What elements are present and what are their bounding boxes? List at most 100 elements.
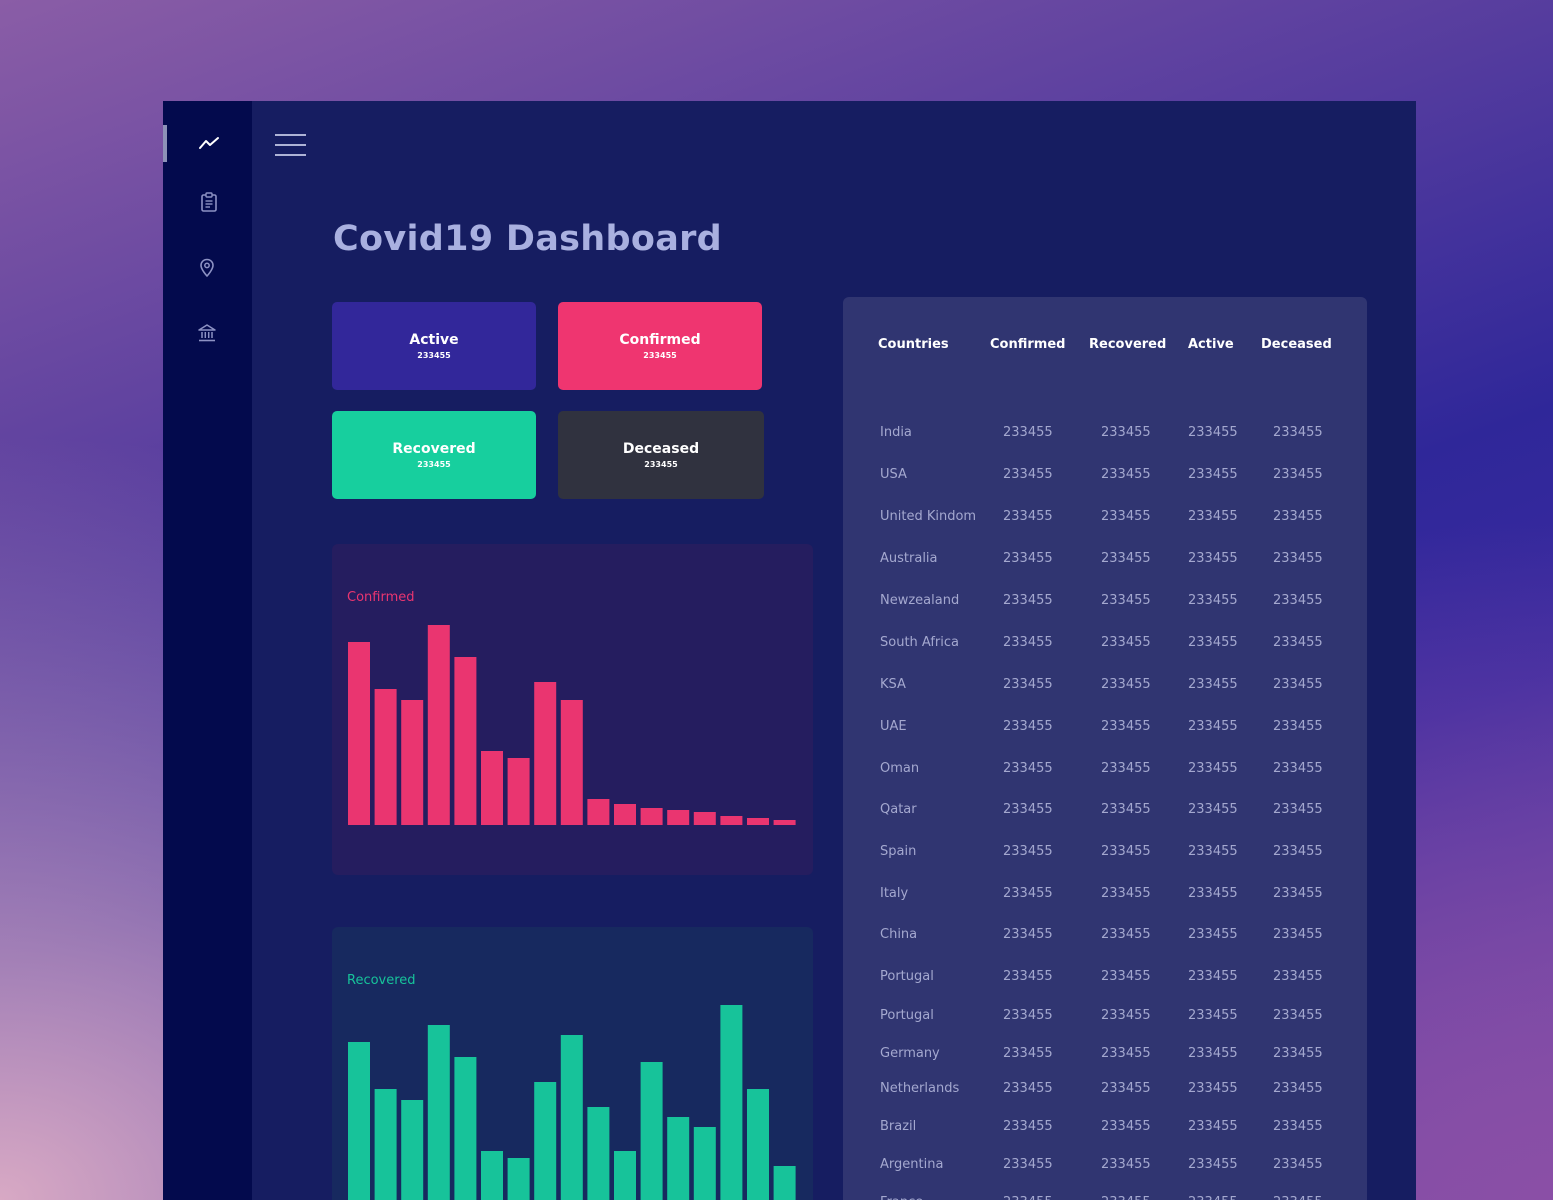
page-title: Covid19 Dashboard — [333, 219, 723, 259]
table-row[interactable]: Newzealand 233455 233455 233455 233455 — [843, 581, 1367, 621]
table-row[interactable]: Italy 233455 233455 233455 233455 — [843, 874, 1367, 914]
deceased-card[interactable]: Deceased 233455 — [558, 411, 764, 499]
cell-deceased: 233455 — [1273, 761, 1323, 776]
chart-bar[interactable] — [507, 758, 530, 825]
cell-active: 233455 — [1188, 1081, 1238, 1096]
confirmed-bar-chart — [348, 625, 796, 825]
table-row[interactable]: Argentina 233455 233455 233455 233455 — [843, 1145, 1367, 1185]
chart-bar[interactable] — [427, 1025, 450, 1200]
cell-recovered: 233455 — [1101, 593, 1151, 608]
table-row[interactable]: United Kindom 233455 233455 233455 233455 — [843, 497, 1367, 537]
cell-recovered: 233455 — [1101, 467, 1151, 482]
chart-bar[interactable] — [640, 808, 663, 825]
chart-bar[interactable] — [773, 1166, 796, 1200]
table-row[interactable]: South Africa 233455 233455 233455 233455 — [843, 623, 1367, 663]
chart-bar[interactable] — [720, 816, 743, 825]
chart-bar[interactable] — [507, 1158, 530, 1200]
table-row[interactable]: Portugal 233455 233455 233455 233455 — [843, 957, 1367, 997]
cell-country: Netherlands — [880, 1081, 960, 1096]
chart-bar[interactable] — [348, 1042, 370, 1200]
chart-bar[interactable] — [454, 657, 477, 825]
table-row[interactable]: Oman 233455 233455 233455 233455 — [843, 749, 1367, 789]
table-row[interactable]: Portugal 233455 233455 233455 233455 — [843, 996, 1367, 1036]
header-recovered[interactable]: Recovered — [1089, 337, 1167, 352]
cell-active: 233455 — [1188, 1157, 1238, 1172]
chart-bar[interactable] — [427, 625, 450, 825]
confirmed-card[interactable]: Confirmed 233455 — [558, 302, 762, 390]
chart-bar[interactable] — [560, 700, 583, 825]
table-row[interactable]: USA 233455 233455 233455 233455 — [843, 455, 1367, 495]
cell-confirmed: 233455 — [1003, 551, 1053, 566]
chart-bar[interactable] — [640, 1062, 663, 1200]
cell-active: 233455 — [1188, 467, 1238, 482]
chart-bar[interactable] — [720, 1005, 743, 1200]
chart-bar[interactable] — [667, 1117, 690, 1200]
chart-bar[interactable] — [481, 751, 503, 825]
chart-bar[interactable] — [560, 1035, 583, 1200]
menu-icon-line — [275, 144, 306, 146]
chart-bar[interactable] — [481, 1151, 503, 1200]
chart-bar[interactable] — [614, 1151, 636, 1200]
recovered-card[interactable]: Recovered 233455 — [332, 411, 536, 499]
cell-country: Portugal — [880, 969, 934, 984]
chart-bar[interactable] — [587, 799, 610, 825]
sidebar-item-institutions[interactable] — [193, 319, 221, 347]
sidebar-active-indicator — [163, 125, 167, 162]
table-row[interactable]: China 233455 233455 233455 233455 — [843, 915, 1367, 955]
sidebar-item-reports[interactable] — [195, 188, 223, 216]
card-value: 233455 — [643, 351, 677, 360]
cell-deceased: 233455 — [1273, 635, 1323, 650]
cell-deceased: 233455 — [1273, 1157, 1323, 1172]
chart-bar[interactable] — [773, 820, 796, 825]
active-card[interactable]: Active 233455 — [332, 302, 536, 390]
clipboard-icon — [201, 192, 217, 212]
menu-icon-line — [275, 134, 306, 136]
table-row[interactable]: Germany 233455 233455 233455 233455 — [843, 1034, 1367, 1074]
header-confirmed[interactable]: Confirmed — [990, 337, 1066, 352]
sidebar-item-locations[interactable] — [193, 254, 221, 282]
table-row[interactable]: France 233455 233455 233455 233455 — [843, 1183, 1367, 1200]
chart-bar[interactable] — [534, 1082, 557, 1200]
cell-confirmed: 233455 — [1003, 467, 1053, 482]
cell-confirmed: 233455 — [1003, 719, 1053, 734]
cell-active: 233455 — [1188, 1119, 1238, 1134]
chart-bar[interactable] — [454, 1057, 477, 1200]
sidebar-item-trends[interactable] — [195, 129, 223, 157]
chart-bar[interactable] — [747, 1089, 769, 1200]
table-row[interactable]: Brazil 233455 233455 233455 233455 — [843, 1107, 1367, 1147]
chart-bar[interactable] — [374, 1089, 397, 1200]
sidebar — [163, 101, 252, 1200]
chart-bar[interactable] — [374, 689, 397, 825]
header-deceased[interactable]: Deceased — [1261, 337, 1332, 352]
chart-bar[interactable] — [667, 810, 690, 825]
table-row[interactable]: UAE 233455 233455 233455 233455 — [843, 707, 1367, 747]
chart-bar[interactable] — [693, 1127, 716, 1200]
header-active[interactable]: Active — [1188, 337, 1234, 352]
cell-country: France — [880, 1193, 980, 1200]
table-row[interactable]: Spain 233455 233455 233455 233455 — [843, 832, 1367, 872]
cell-confirmed: 233455 — [1003, 635, 1053, 650]
chart-bar[interactable] — [587, 1107, 610, 1200]
table-row[interactable]: KSA 233455 233455 233455 233455 — [843, 665, 1367, 705]
header-countries[interactable]: Countries — [878, 337, 949, 352]
chart-bar[interactable] — [614, 804, 636, 825]
cell-deceased: 233455 — [1273, 886, 1323, 901]
cell-country: Portugal — [880, 1008, 934, 1023]
chart-bar[interactable] — [401, 1100, 424, 1200]
table-row[interactable]: Netherlands 233455 233455 233455 233455 — [843, 1069, 1367, 1109]
cell-deceased: 233455 — [1273, 509, 1323, 524]
cell-recovered: 233455 — [1101, 1193, 1151, 1200]
chart-bar[interactable] — [534, 682, 557, 825]
menu-button[interactable] — [275, 134, 306, 156]
chart-bar[interactable] — [747, 818, 769, 825]
chart-bar[interactable] — [401, 700, 424, 825]
table-row[interactable]: Australia 233455 233455 233455 233455 — [843, 539, 1367, 579]
card-label: Active — [409, 332, 459, 348]
chart-bar[interactable] — [348, 642, 370, 825]
cell-active: 233455 — [1188, 1046, 1238, 1061]
chart-bar[interactable] — [693, 812, 716, 825]
location-pin-icon — [200, 258, 214, 278]
table-row[interactable]: Qatar 233455 233455 233455 233455 — [843, 790, 1367, 830]
table-row[interactable]: India 233455 233455 233455 233455 — [843, 413, 1367, 453]
cell-country: Germany — [880, 1046, 940, 1061]
